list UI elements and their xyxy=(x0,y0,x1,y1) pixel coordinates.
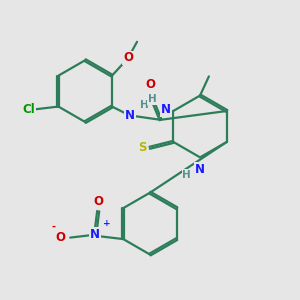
Text: N: N xyxy=(161,103,171,116)
Text: S: S xyxy=(138,141,147,154)
Text: Cl: Cl xyxy=(22,103,35,116)
Text: N: N xyxy=(125,109,135,122)
Text: O: O xyxy=(145,78,155,91)
Text: O: O xyxy=(123,52,133,64)
Text: O: O xyxy=(93,195,103,208)
Text: -: - xyxy=(52,221,56,231)
Text: +: + xyxy=(103,219,111,228)
Text: H: H xyxy=(182,170,191,180)
Text: H: H xyxy=(140,100,149,110)
Text: N: N xyxy=(195,163,205,176)
Text: O: O xyxy=(56,231,66,244)
Text: H: H xyxy=(148,94,157,104)
Text: N: N xyxy=(90,228,100,241)
